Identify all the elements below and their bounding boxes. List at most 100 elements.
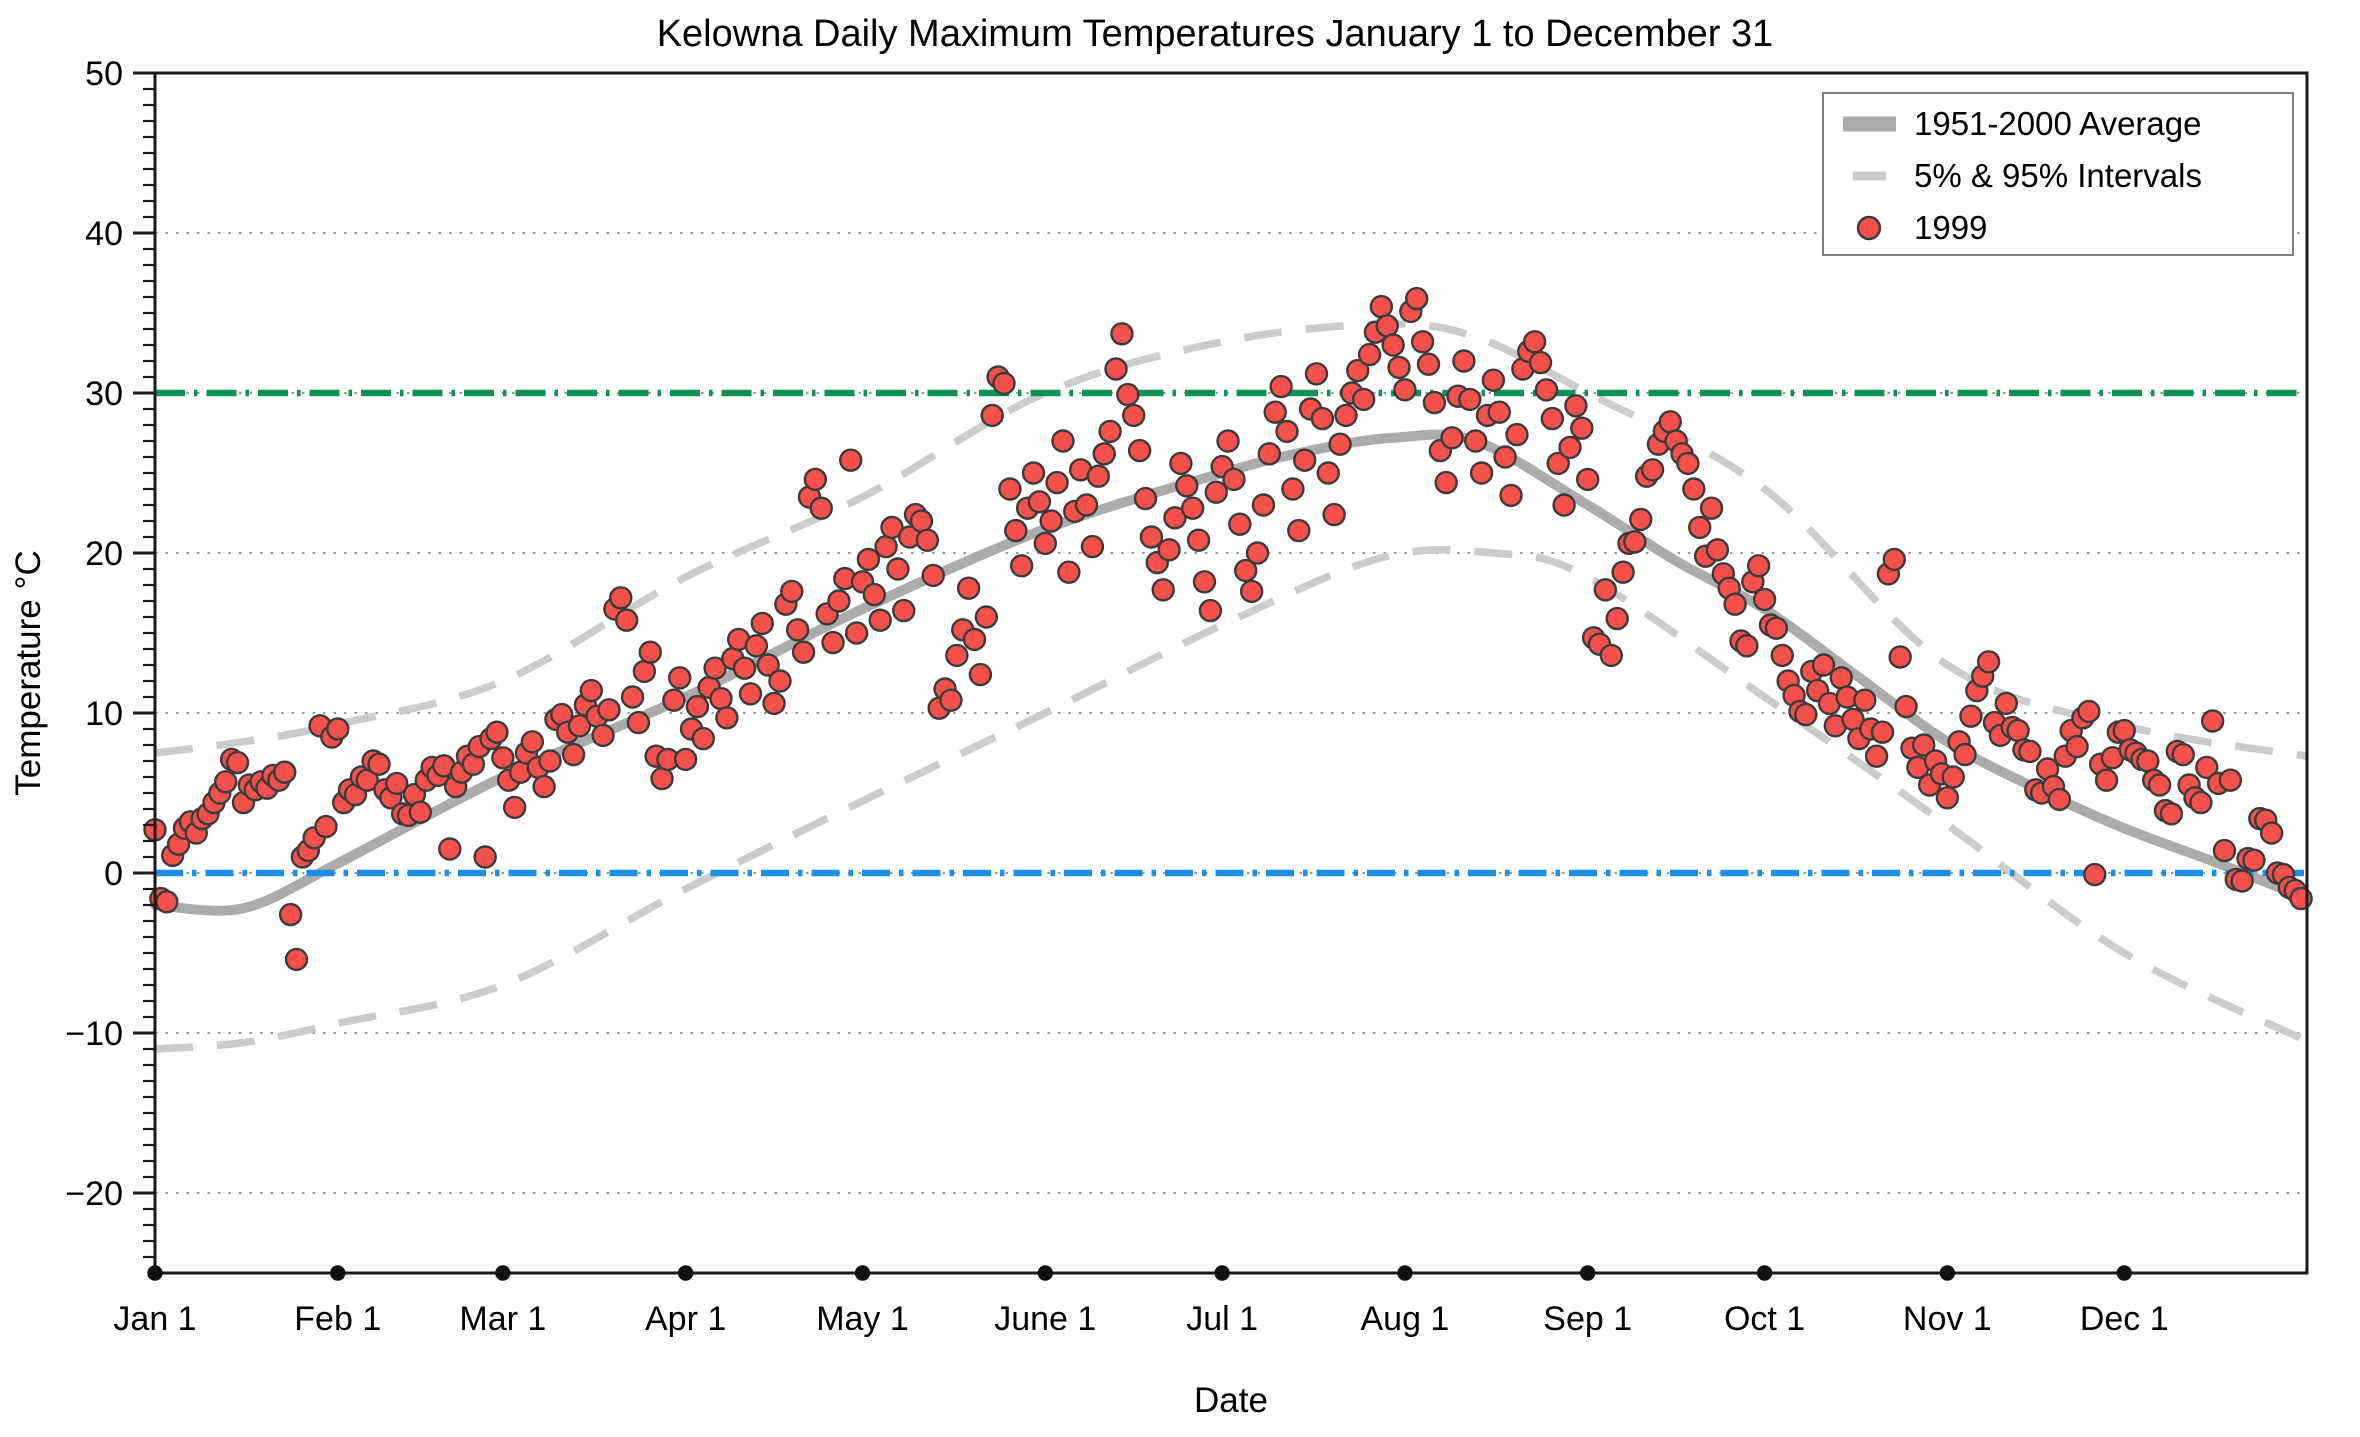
data-point xyxy=(1151,578,1175,602)
data-point xyxy=(2018,739,2042,764)
data-point xyxy=(1163,506,1187,530)
data-point xyxy=(1387,355,1411,380)
data-point xyxy=(1057,560,1081,584)
data-point xyxy=(1452,349,1476,373)
data-point xyxy=(1080,534,1105,559)
data-point xyxy=(780,579,804,604)
data-point xyxy=(1092,442,1116,466)
x-tick-dot xyxy=(677,1265,694,1281)
data-point xyxy=(1593,578,1618,602)
data-point xyxy=(1770,643,1794,668)
data-point xyxy=(1528,350,1553,375)
data-point xyxy=(1180,496,1205,520)
data-point xyxy=(1953,742,1977,767)
data-point xyxy=(2259,821,2284,845)
data-point xyxy=(1853,688,1877,712)
data-point xyxy=(909,509,934,533)
data-point xyxy=(1611,560,1635,584)
data-point xyxy=(768,669,792,693)
data-point xyxy=(638,640,662,664)
x-tick-dot xyxy=(2116,1265,2132,1281)
plot-frame xyxy=(153,71,2309,1275)
data-point xyxy=(2242,848,2266,872)
data-point xyxy=(567,714,592,738)
data-point xyxy=(685,694,710,719)
data-point xyxy=(1375,314,1399,338)
data-point xyxy=(532,774,556,799)
x-tick-label: Mar 1 xyxy=(459,1300,546,1338)
data-point xyxy=(1499,483,1523,508)
data-point xyxy=(785,618,810,642)
y-tick-label: 30 xyxy=(85,375,123,413)
data-point xyxy=(1458,387,1482,412)
data-point xyxy=(485,720,509,744)
data-point xyxy=(803,467,828,492)
data-point xyxy=(1764,616,1789,640)
data-point xyxy=(1416,352,1441,376)
data-point xyxy=(1629,507,1653,532)
data-point xyxy=(1074,493,1099,517)
tick-labels: 50 40 30 20 10 0 −10 −20 Jan 1 Feb 1 Mar 1 Apr 1 May… xyxy=(65,55,2168,1338)
data-point xyxy=(998,477,1022,501)
data-point xyxy=(1198,598,1223,623)
data-point xyxy=(673,747,698,772)
data-point xyxy=(839,448,863,472)
data-point xyxy=(874,534,898,559)
data-point xyxy=(980,403,1004,428)
data-point xyxy=(2189,790,2213,815)
data-point xyxy=(2083,862,2107,887)
data-point xyxy=(538,749,562,773)
data-point xyxy=(1369,294,1394,319)
data-point xyxy=(1139,525,1164,549)
data-point xyxy=(1469,461,1494,485)
data-point xyxy=(1334,403,1358,428)
upper-interval-curve xyxy=(154,320,2308,760)
data-point xyxy=(1605,606,1629,631)
data-point xyxy=(1829,666,1853,690)
data-point xyxy=(1481,368,1506,392)
data-point xyxy=(1959,704,1983,728)
data-point xyxy=(626,710,651,735)
data-point xyxy=(1864,744,1889,768)
x-tick-label: Feb 1 xyxy=(294,1300,381,1338)
data-point xyxy=(1564,394,1588,418)
x-tick-label: June 1 xyxy=(994,1300,1096,1338)
data-point xyxy=(992,371,1016,396)
data-point xyxy=(709,686,733,711)
data-point xyxy=(1033,531,1057,556)
data-point xyxy=(1039,509,1063,533)
data-point xyxy=(1104,357,1128,381)
data-point xyxy=(473,845,497,869)
data-point xyxy=(1346,358,1370,383)
data-point xyxy=(1546,451,1570,476)
data-point xyxy=(756,653,780,677)
x-tick-dot xyxy=(1580,1265,1596,1281)
gridlines xyxy=(155,232,2307,1194)
data-point xyxy=(886,557,910,581)
data-point xyxy=(1257,442,1282,466)
data-point xyxy=(155,890,179,914)
data-point xyxy=(1794,702,1818,727)
data-point xyxy=(1976,650,2001,674)
data-point xyxy=(715,706,739,730)
lower-interval-curve xyxy=(154,545,2309,1053)
data-point xyxy=(1552,493,1576,517)
data-point xyxy=(762,691,786,716)
data-point xyxy=(1935,786,1960,810)
x-tick-label: Sep 1 xyxy=(1543,1300,1632,1338)
data-point xyxy=(1222,467,1246,492)
data-point xyxy=(809,496,833,520)
data-point xyxy=(2136,749,2160,773)
data-point xyxy=(732,656,757,680)
data-point xyxy=(591,723,615,748)
x-tick-dot xyxy=(854,1265,871,1281)
x-tick-label: Jul 1 xyxy=(1186,1300,1258,1338)
data-point xyxy=(1287,518,1311,543)
data-point xyxy=(968,662,993,687)
data-point xyxy=(1322,502,1346,527)
data-point xyxy=(632,659,657,684)
data-point xyxy=(1175,474,1199,498)
data-point xyxy=(1269,374,1293,399)
scatter-points xyxy=(143,286,2313,972)
